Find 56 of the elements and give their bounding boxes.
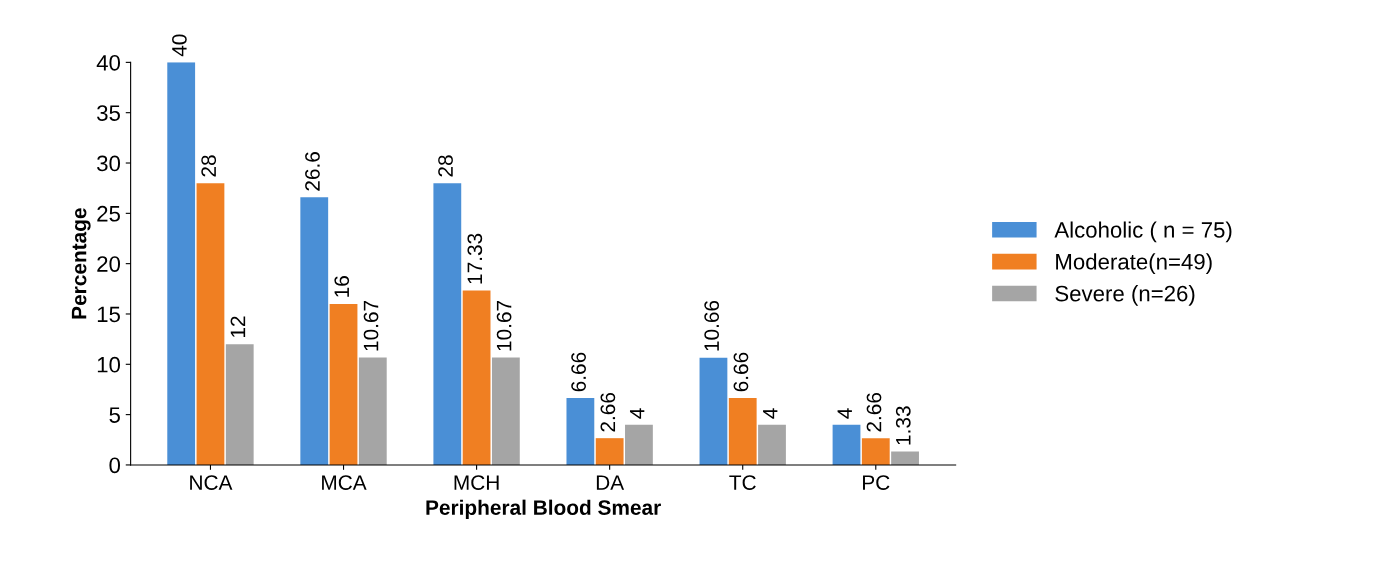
x-axis-title: Peripheral Blood Smear (426, 499, 661, 520)
bar (891, 451, 919, 465)
bar (595, 438, 624, 465)
data-label: 17.33 (467, 233, 483, 284)
data-label: 28 (201, 155, 217, 177)
bar (329, 303, 358, 465)
y-tick-label: 0 (109, 457, 121, 474)
data-label: 16 (334, 276, 350, 297)
bar (699, 357, 728, 465)
bar (566, 397, 595, 465)
data-label: 2.66 (600, 392, 616, 432)
bar (728, 397, 757, 465)
y-axis-title: Percentage (71, 208, 91, 319)
x-tick-label: MCH (454, 475, 499, 490)
x-tick-label: DA (596, 475, 625, 490)
y-tick-label: 30 (97, 155, 121, 172)
data-label: 2.66 (866, 392, 882, 432)
bar (433, 183, 462, 465)
bar (196, 183, 225, 465)
data-label: 40 (172, 34, 187, 57)
bar (861, 438, 890, 465)
data-label: 10.67 (496, 300, 512, 351)
bar (167, 62, 196, 465)
y-tick-label: 20 (97, 256, 121, 272)
legend-label: Alcoholic ( n = 75) (1054, 221, 1232, 243)
bar (462, 290, 491, 465)
data-label: 4 (763, 408, 778, 419)
legend-label: Severe (n=26) (1055, 285, 1195, 306)
y-tick-label: 5 (109, 407, 120, 423)
y-tick-label: 40 (96, 54, 121, 71)
bar (358, 357, 387, 465)
data-label: 10.66 (704, 300, 720, 351)
data-label: 12 (230, 316, 246, 338)
data-label: 1.33 (895, 406, 911, 445)
x-tick-label: MCA (322, 475, 367, 490)
data-label: 6.66 (571, 352, 586, 392)
x-tick-label: PC (863, 475, 890, 490)
bar (625, 424, 653, 465)
data-label: 10.67 (363, 300, 379, 351)
data-label: 4 (837, 408, 852, 419)
bar (225, 344, 254, 465)
bar (832, 424, 861, 465)
data-label: 4 (629, 408, 645, 419)
bar (491, 357, 520, 465)
bar (758, 424, 786, 465)
x-tick-label: TC (729, 475, 756, 490)
data-label: 6.66 (733, 352, 749, 392)
y-tick-label: 10 (97, 356, 121, 373)
data-label: 28 (438, 155, 453, 177)
data-label: 26.6 (305, 152, 320, 191)
y-tick-label: 15 (97, 306, 120, 323)
y-tick-label: 25 (97, 205, 120, 222)
x-tick-label: NCA (190, 475, 233, 490)
bar (300, 197, 329, 465)
y-tick-label: 35 (97, 105, 120, 121)
legend-label: Moderate(n=49) (1056, 253, 1212, 274)
